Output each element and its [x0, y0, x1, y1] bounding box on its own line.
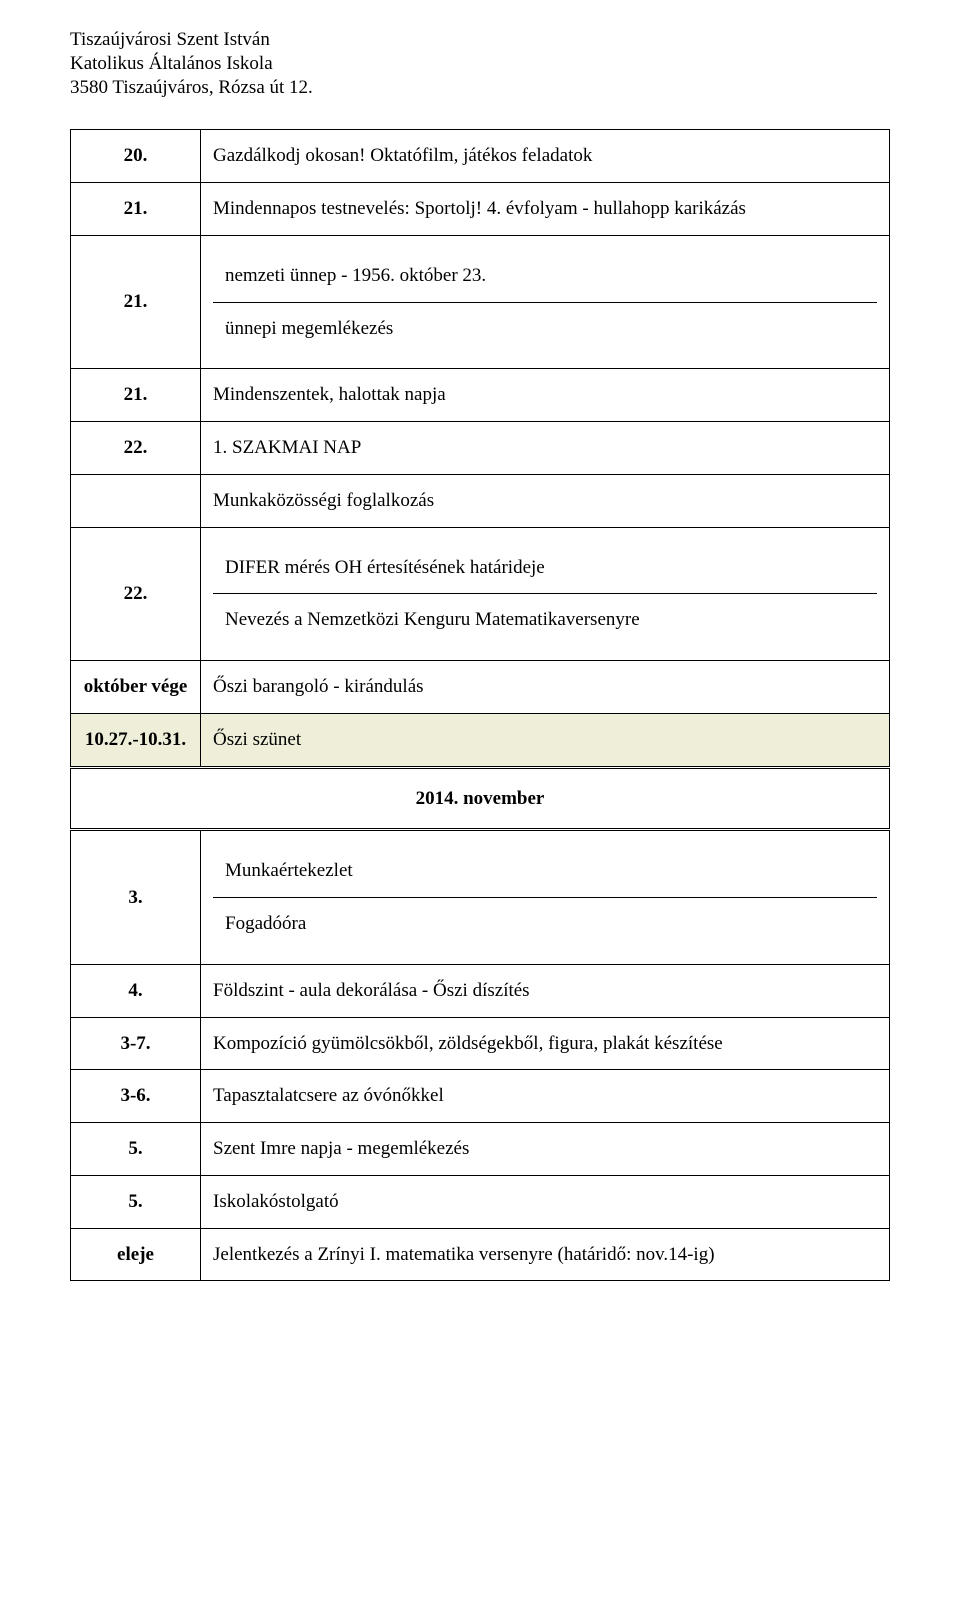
cell-desc-part: Fogadóóra	[213, 898, 877, 950]
cell-desc-part: nemzeti ünnep - 1956. október 23.	[213, 250, 877, 303]
table-row: október vége Őszi barangoló - kirándulás	[71, 661, 890, 714]
cell-date: 21.	[71, 369, 201, 422]
table-row: eleje Jelentkezés a Zrínyi I. matematika…	[71, 1228, 890, 1281]
cell-desc: Szent Imre napja - megemlékezés	[201, 1123, 890, 1176]
document-header: Tiszaújvárosi Szent István Katolikus Ált…	[70, 28, 890, 99]
table-row: 21. Mindenszentek, halottak napja	[71, 369, 890, 422]
schedule-table: 20. Gazdálkodj okosan! Oktatófilm, játék…	[70, 129, 890, 1281]
table-row-month: 2014. november	[71, 767, 890, 830]
cell-desc: DIFER mérés OH értesítésének határideje …	[201, 527, 890, 661]
cell-date: 3-7.	[71, 1017, 201, 1070]
month-header: 2014. november	[71, 767, 890, 830]
table-row: 21. nemzeti ünnep - 1956. október 23. ün…	[71, 235, 890, 369]
cell-date: 5.	[71, 1175, 201, 1228]
table-row: 20. Gazdálkodj okosan! Oktatófilm, játék…	[71, 130, 890, 183]
cell-date: 20.	[71, 130, 201, 183]
cell-desc-part: ünnepi megemlékezés	[213, 303, 877, 355]
cell-desc: Tapasztalatcsere az óvónőkkel	[201, 1070, 890, 1123]
cell-desc: Iskolakóstolgató	[201, 1175, 890, 1228]
header-line-2: Katolikus Általános Iskola	[70, 52, 890, 76]
table-row: 10.27.-10.31. Őszi szünet	[71, 713, 890, 767]
header-line-1: Tiszaújvárosi Szent István	[70, 28, 890, 52]
header-line-3: 3580 Tiszaújváros, Rózsa út 12.	[70, 76, 890, 100]
table-row: 3-6. Tapasztalatcsere az óvónőkkel	[71, 1070, 890, 1123]
cell-desc: Földszint - aula dekorálása - Őszi díszí…	[201, 964, 890, 1017]
table-row: 22. 1. SZAKMAI NAP	[71, 422, 890, 475]
cell-date: 10.27.-10.31.	[71, 713, 201, 767]
cell-desc: Munkaértekezlet Fogadóóra	[201, 830, 890, 965]
cell-desc-part: Nevezés a Nemzetközi Kenguru Matematikav…	[213, 594, 877, 646]
cell-date: 22.	[71, 422, 201, 475]
table-row: 4. Földszint - aula dekorálása - Őszi dí…	[71, 964, 890, 1017]
cell-desc: 1. SZAKMAI NAP	[201, 422, 890, 475]
table-row: 21. Mindennapos testnevelés: Sportolj! 4…	[71, 183, 890, 236]
cell-date: 3.	[71, 830, 201, 965]
cell-date: 22.	[71, 527, 201, 661]
cell-desc: Jelentkezés a Zrínyi I. matematika verse…	[201, 1228, 890, 1281]
cell-date: október vége	[71, 661, 201, 714]
table-row: 22. DIFER mérés OH értesítésének határid…	[71, 527, 890, 661]
cell-desc: Őszi szünet	[201, 713, 890, 767]
cell-date: 21.	[71, 183, 201, 236]
table-row: 3. Munkaértekezlet Fogadóóra	[71, 830, 890, 965]
cell-desc: Mindennapos testnevelés: Sportolj! 4. év…	[201, 183, 890, 236]
cell-date-empty	[71, 474, 201, 527]
cell-desc: Mindenszentek, halottak napja	[201, 369, 890, 422]
cell-desc: nemzeti ünnep - 1956. október 23. ünnepi…	[201, 235, 890, 369]
cell-date: eleje	[71, 1228, 201, 1281]
cell-desc-part: DIFER mérés OH értesítésének határideje	[213, 542, 877, 595]
cell-desc: Gazdálkodj okosan! Oktatófilm, játékos f…	[201, 130, 890, 183]
cell-date: 4.	[71, 964, 201, 1017]
cell-desc: Kompozíció gyümölcsökből, zöldségekből, …	[201, 1017, 890, 1070]
cell-date: 21.	[71, 235, 201, 369]
table-row: 3-7. Kompozíció gyümölcsökből, zöldségek…	[71, 1017, 890, 1070]
table-row: Munkaközösségi foglalkozás	[71, 474, 890, 527]
cell-date: 5.	[71, 1123, 201, 1176]
cell-desc: Őszi barangoló - kirándulás	[201, 661, 890, 714]
cell-desc: Munkaközösségi foglalkozás	[201, 474, 890, 527]
table-row: 5. Iskolakóstolgató	[71, 1175, 890, 1228]
cell-desc-part: Munkaértekezlet	[213, 845, 877, 898]
cell-date: 3-6.	[71, 1070, 201, 1123]
table-row: 5. Szent Imre napja - megemlékezés	[71, 1123, 890, 1176]
